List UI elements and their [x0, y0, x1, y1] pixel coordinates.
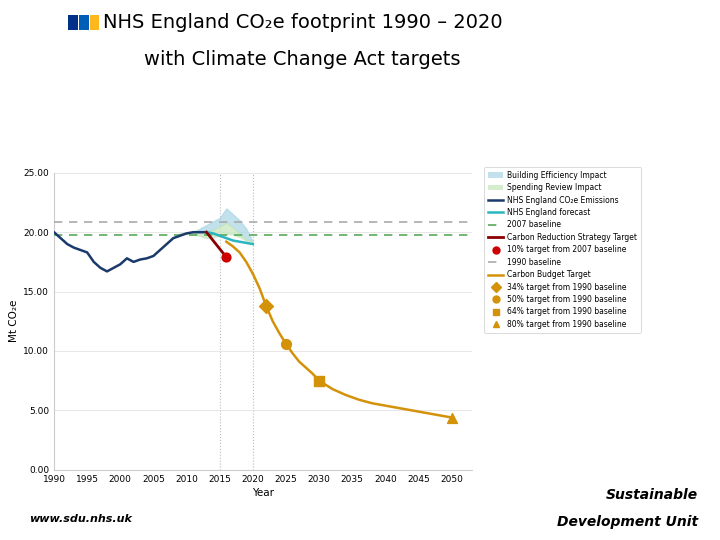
Text: Sustainable: Sustainable	[606, 488, 698, 502]
Point	[446, 413, 457, 422]
Y-axis label: Mt CO₂e: Mt CO₂e	[9, 300, 19, 342]
Point	[313, 376, 325, 385]
Text: NHS England CO₂e footprint 1990 – 2020: NHS England CO₂e footprint 1990 – 2020	[102, 14, 503, 32]
Text: Development Unit: Development Unit	[557, 515, 698, 529]
Legend: Building Efficiency Impact, Spending Review Impact, NHS England CO₂e Emissions, : Building Efficiency Impact, Spending Rev…	[484, 167, 641, 333]
Point	[280, 340, 292, 348]
Text: with Climate Change Act targets: with Climate Change Act targets	[144, 50, 461, 69]
Point	[220, 253, 232, 261]
X-axis label: Year: Year	[252, 488, 274, 498]
Text: www.sdu.nhs.uk: www.sdu.nhs.uk	[29, 514, 132, 524]
Point	[261, 301, 272, 310]
